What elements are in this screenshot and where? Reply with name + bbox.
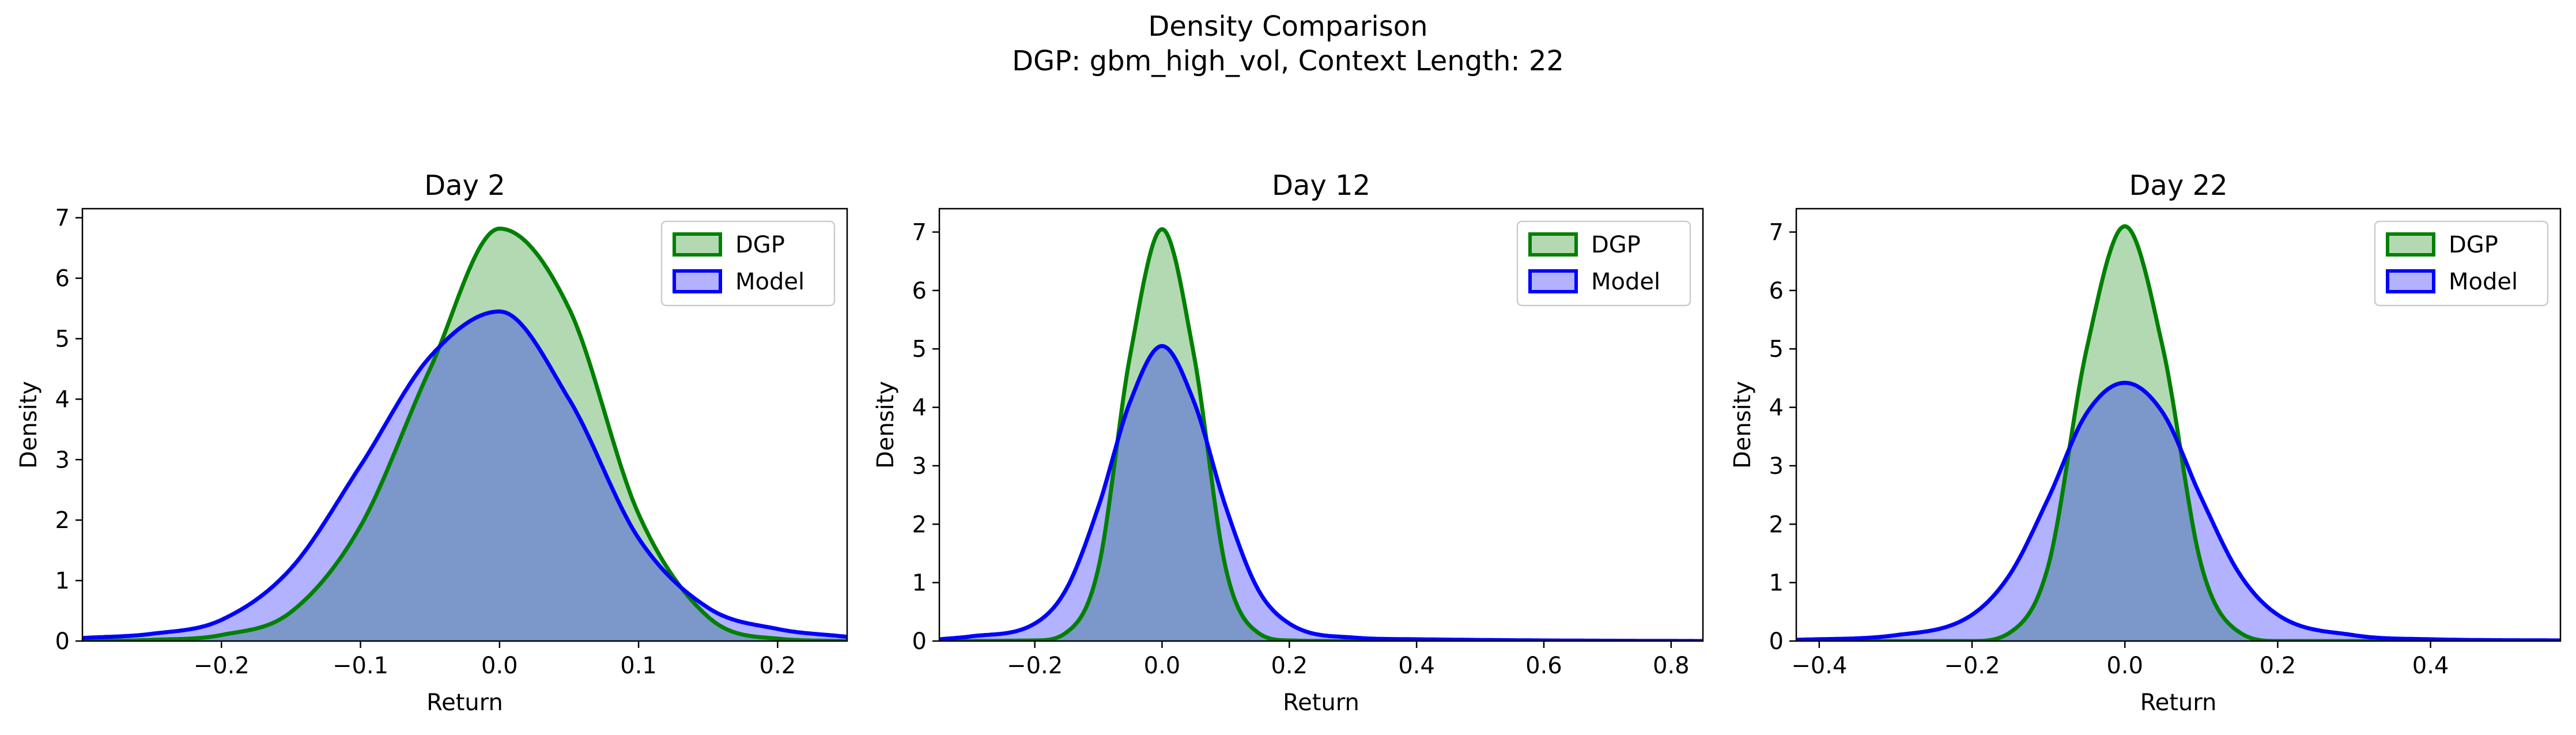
y-tick-label: 3 (55, 447, 70, 473)
subplot-title: Day 2 (424, 169, 505, 202)
x-tick-label: −0.2 (194, 653, 250, 679)
density-fill-model (1796, 383, 2560, 641)
y-tick-label: 2 (1769, 511, 1784, 538)
legend-box (2374, 220, 2549, 307)
y-tick-label: 3 (912, 453, 927, 480)
legend-box (660, 220, 836, 307)
y-tick-label: 3 (1769, 453, 1784, 480)
y-tick-label: 4 (912, 395, 927, 421)
x-tick-label: 0.2 (760, 653, 796, 679)
y-tick-label: 6 (912, 278, 927, 304)
legend-label-model: Model (2449, 269, 2518, 295)
y-tick-label: 4 (1769, 395, 1784, 421)
y-tick-label: 7 (912, 220, 927, 246)
legend-label-model: Model (735, 269, 804, 295)
legend-swatch-dgp (1528, 232, 1578, 257)
legend: DGP Model (660, 220, 836, 307)
plot-area (1796, 224, 2560, 641)
legend-label-dgp: DGP (1591, 232, 1641, 258)
x-tick-label: 0.6 (1525, 653, 1562, 679)
subplot-panel: −0.2 −0.1 0.0 0.1 0.2 0 1 2 3 4 5 6 7 Day 2 Return Dens… (16, 169, 848, 716)
axes-frame (81, 208, 848, 642)
density-line-model (82, 309, 847, 640)
subplot-title: Day 12 (1272, 169, 1370, 202)
legend-swatch-model (673, 269, 722, 293)
y-tick-label: 1 (1769, 570, 1784, 597)
plot-area (82, 227, 847, 641)
x-tick-label: 0.0 (2106, 653, 2143, 679)
y-tick-label: 5 (1769, 336, 1784, 363)
y-tick-label: 2 (912, 511, 927, 538)
figure-title-line1: Density Comparison (1148, 10, 1427, 43)
legend-label-dgp: DGP (2449, 232, 2498, 258)
y-tick-label: 1 (55, 568, 70, 594)
density-fill-dgp (1796, 226, 2560, 641)
figure-title-line2: DGP: gbm_high_vol, Context Length: 22 (1012, 45, 1564, 77)
subplot-panel: −0.2 0.0 0.2 0.4 0.6 0.8 0 1 2 3 4 5 6 7 Day 12 Return D… (872, 169, 1704, 716)
legend-swatch-model (2386, 269, 2435, 293)
legend-swatch-dgp (2386, 232, 2435, 257)
legend: DGP Model (2374, 220, 2549, 307)
x-tick-label: −0.2 (1944, 653, 2000, 679)
subplot-title: Day 22 (2129, 169, 2227, 202)
x-tick-label: 0.1 (620, 653, 657, 679)
y-tick-label: 7 (1769, 220, 1784, 246)
y-tick-label: 6 (55, 266, 70, 292)
x-tick-label: −0.4 (1791, 653, 1847, 679)
y-tick-label: 7 (55, 205, 70, 232)
density-fill-dgp (82, 228, 847, 641)
axes-frame (938, 208, 1704, 642)
y-tick-label: 5 (912, 336, 927, 363)
legend: DGP Model (1516, 220, 1691, 307)
x-axis-label: Return (2140, 689, 2217, 716)
density-line-model (1796, 380, 2560, 641)
y-tick-label: 0 (912, 628, 927, 655)
x-axis-label: Return (426, 689, 503, 716)
y-tick-label: 0 (55, 628, 70, 655)
y-tick-label: 2 (55, 507, 70, 534)
y-tick-label: 6 (1769, 278, 1784, 304)
density-line-dgp (1796, 224, 2560, 641)
density-line-dgp (82, 227, 847, 641)
legend-box (1516, 220, 1691, 307)
x-tick-label: 0.8 (1653, 653, 1690, 679)
x-tick-label: 0.0 (481, 653, 518, 679)
legend-swatch-model (1528, 269, 1578, 293)
x-tick-label: 0.0 (1144, 653, 1181, 679)
y-tick-label: 1 (912, 570, 927, 597)
subplot-panels: −0.2 −0.1 0.0 0.1 0.2 0 1 2 3 4 5 6 7 Day 2 Return Dens… (16, 169, 2562, 716)
x-tick-label: 0.2 (1271, 653, 1308, 679)
x-tick-label: 0.4 (1398, 653, 1435, 679)
y-tick-label: 4 (55, 386, 70, 413)
y-axis-label: Density (872, 381, 899, 469)
subplot-panel: −0.4 −0.2 0.0 0.2 0.4 0 1 2 3 4 5 6 7 Day 22 Return Den… (1729, 169, 2562, 716)
x-tick-label: 0.2 (2260, 653, 2297, 679)
legend-label-dgp: DGP (735, 232, 785, 258)
y-axis-label: Density (1729, 381, 1756, 469)
legend-swatch-dgp (673, 232, 722, 257)
y-tick-label: 5 (55, 326, 70, 353)
x-tick-label: 0.4 (2412, 653, 2449, 679)
x-tick-label: −0.1 (333, 653, 388, 679)
legend-label-model: Model (1591, 269, 1660, 295)
density-fill-model (82, 311, 847, 641)
density-fill-model (939, 346, 1703, 641)
axes-frame (1795, 208, 2562, 642)
density-fill-dgp (939, 229, 1703, 641)
y-axis-label: Density (16, 381, 42, 469)
x-axis-label: Return (1283, 689, 1359, 716)
y-tick-label: 0 (1769, 628, 1784, 655)
x-tick-label: −0.2 (1007, 653, 1063, 679)
